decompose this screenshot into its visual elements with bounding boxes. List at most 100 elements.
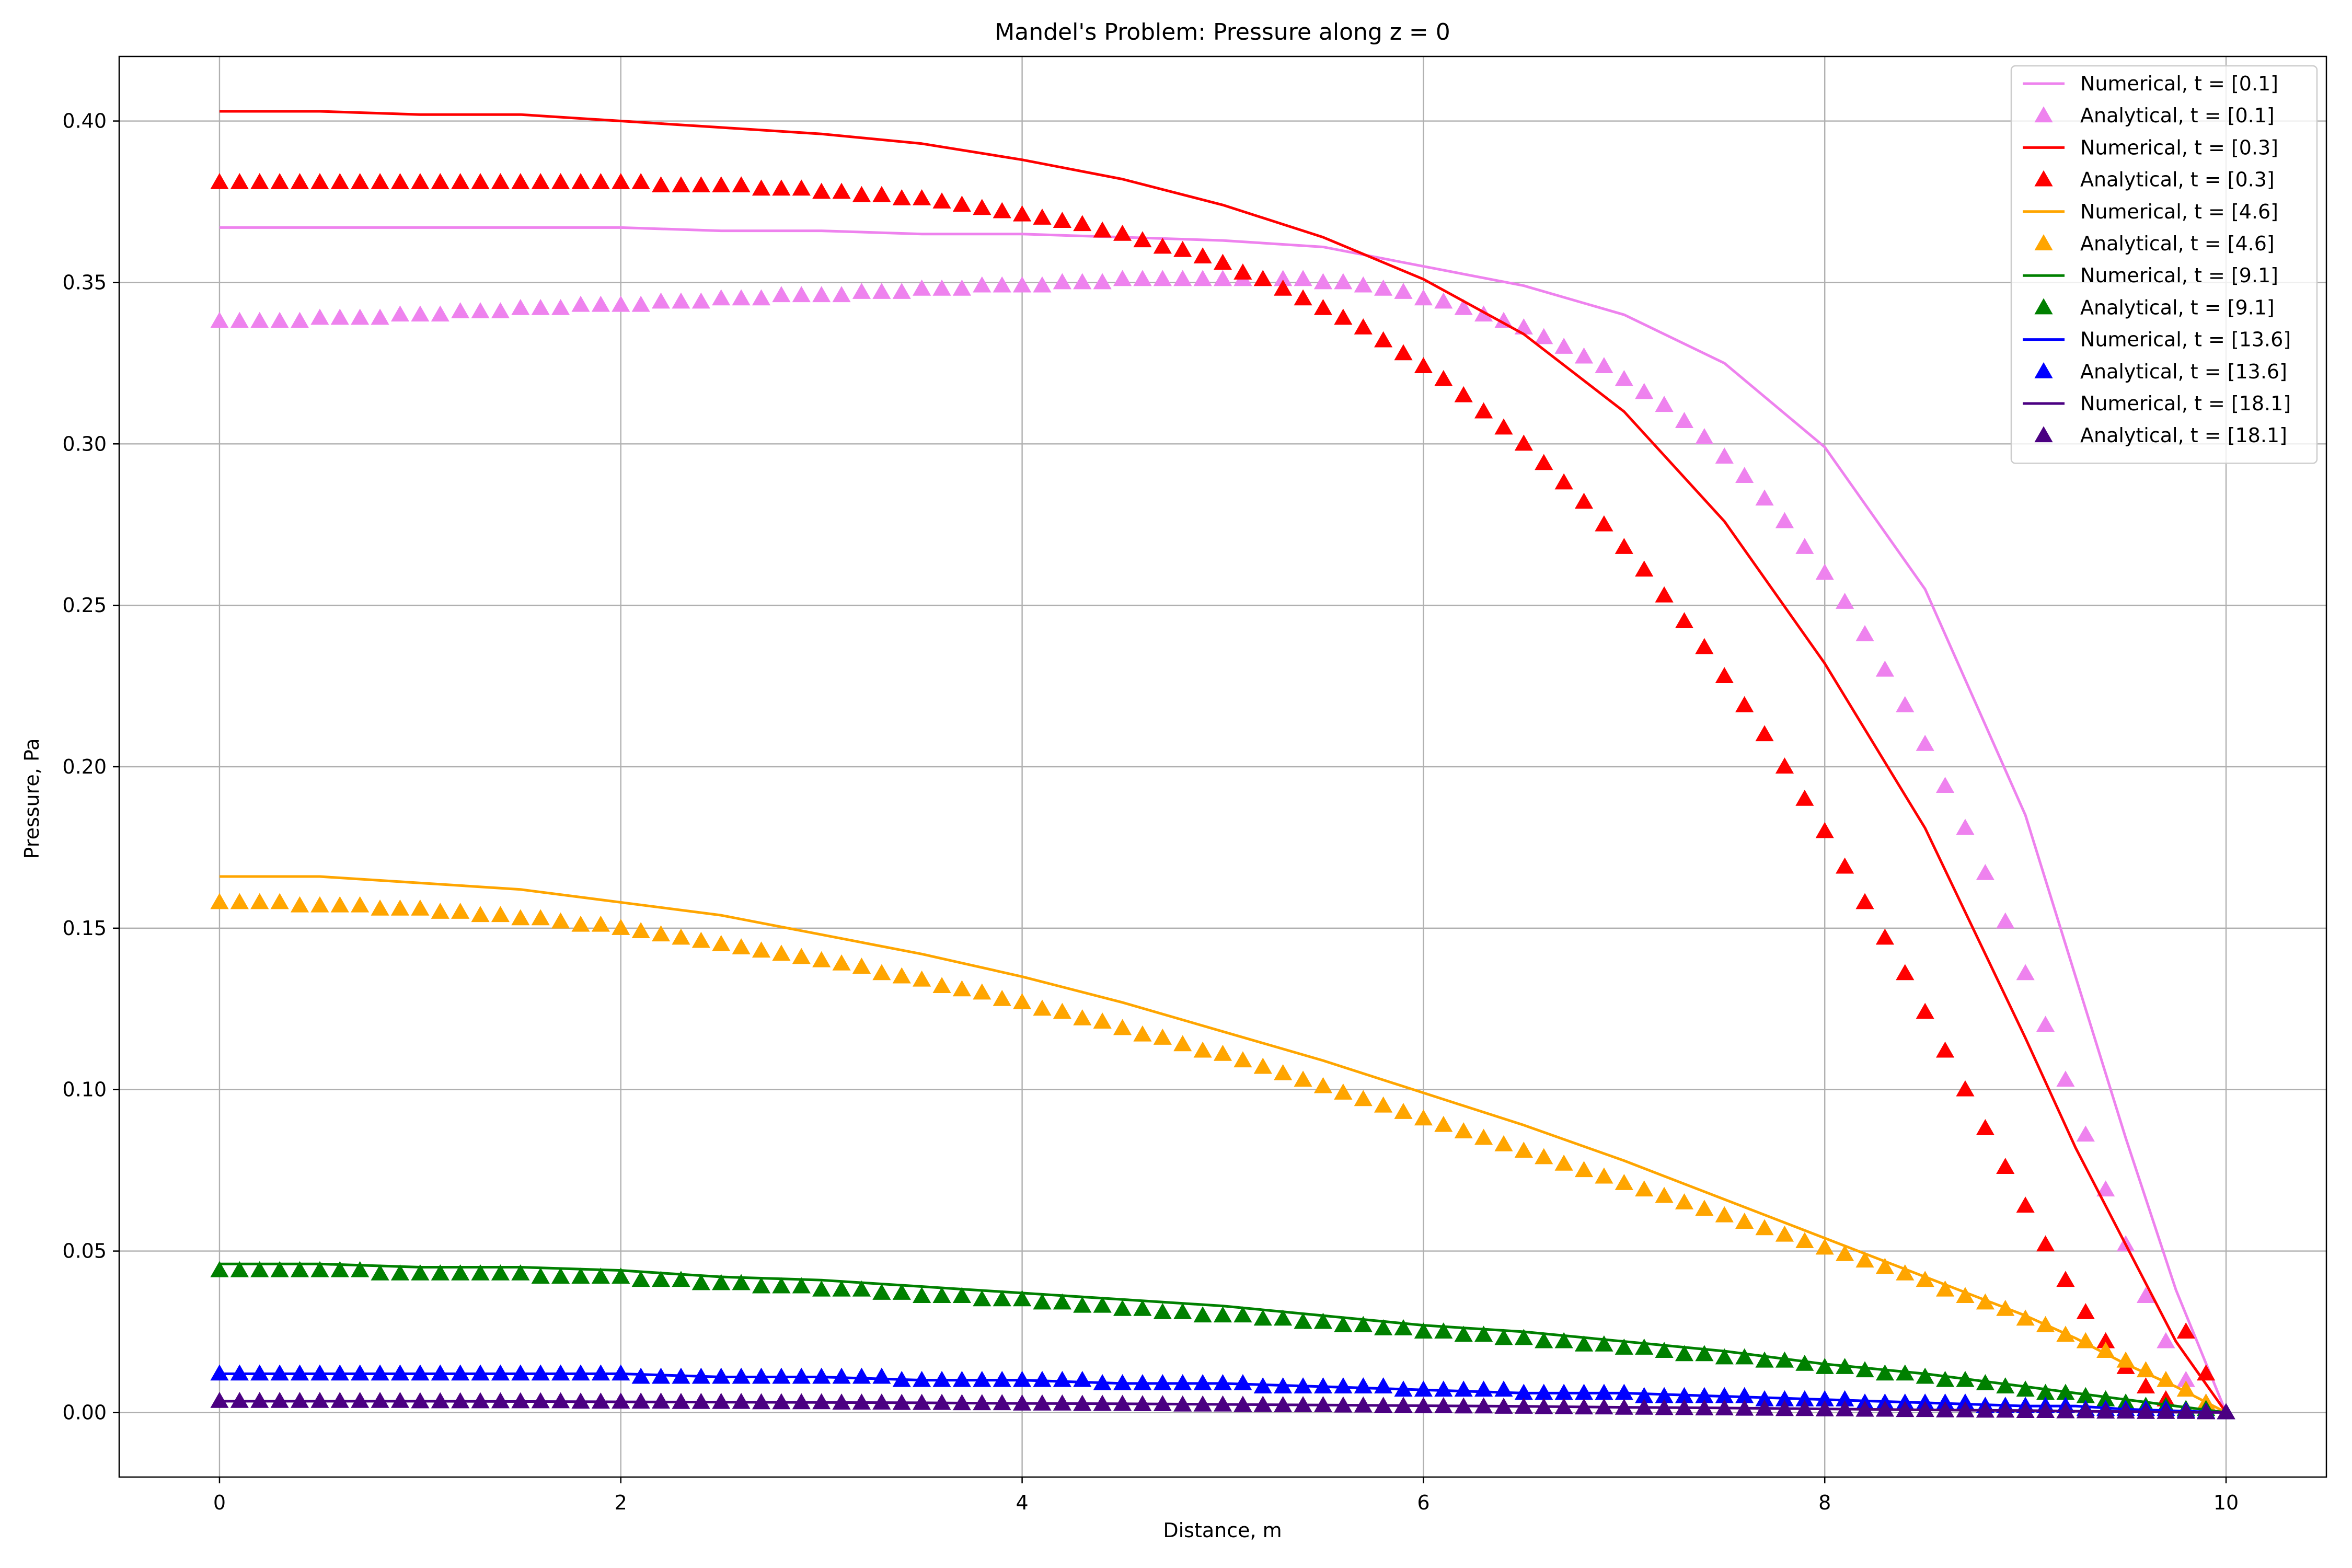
analytical-point	[1374, 1096, 1393, 1113]
analytical-point	[2116, 1351, 2135, 1368]
analytical-point	[1795, 789, 1814, 806]
analytical-point	[471, 1264, 490, 1281]
analytical-point	[330, 1391, 349, 1408]
analytical-point	[812, 951, 831, 967]
analytical-point	[1173, 1395, 1192, 1412]
analytical-point	[1976, 1293, 1994, 1310]
analytical-point	[1695, 1200, 1714, 1216]
analytical-point	[1595, 1167, 1613, 1184]
analytical-point	[1815, 1238, 1834, 1255]
analytical-point	[471, 302, 490, 318]
analytical-point	[1595, 357, 1613, 373]
analytical-point	[651, 1392, 671, 1409]
analytical-point	[1815, 1400, 1834, 1416]
analytical-point	[371, 1391, 389, 1408]
analytical-point	[2036, 1402, 2055, 1418]
analytical-point	[1294, 270, 1312, 286]
analytical-point	[551, 298, 570, 315]
analytical-point	[250, 1391, 269, 1408]
analytical-point	[1675, 1387, 1694, 1403]
analytical-point	[1354, 318, 1373, 335]
analytical-point	[390, 1364, 410, 1381]
analytical-point	[1514, 1329, 1533, 1345]
analytical-point	[932, 977, 951, 994]
analytical-point	[1394, 344, 1413, 361]
analytical-point	[571, 1267, 590, 1284]
analytical-point	[2157, 1332, 2175, 1348]
analytical-point	[812, 286, 831, 303]
analytical-point	[973, 276, 991, 293]
analytical-point	[712, 1274, 731, 1290]
analytical-point	[1735, 1348, 1754, 1365]
analytical-point	[1675, 1193, 1694, 1209]
analytical-point	[631, 295, 650, 312]
analytical-point	[330, 896, 349, 913]
analytical-point	[1033, 209, 1052, 225]
series-1	[210, 110, 2235, 1420]
analytical-point	[772, 1277, 791, 1294]
analytical-point	[1595, 1398, 1613, 1415]
analytical-point	[2076, 1387, 2095, 1403]
analytical-point	[310, 1261, 329, 1277]
analytical-point	[551, 1364, 570, 1381]
analytical-point	[1093, 273, 1112, 290]
analytical-point	[1635, 1398, 1654, 1415]
analytical-point	[772, 286, 791, 303]
analytical-point	[551, 912, 570, 929]
legend-label: Numerical, t = [13.6]	[2080, 328, 2291, 351]
analytical-point	[1153, 270, 1172, 286]
analytical-point	[2176, 1322, 2195, 1339]
analytical-point	[1213, 253, 1232, 270]
analytical-point	[932, 1287, 951, 1304]
analytical-point	[1735, 1387, 1754, 1403]
analytical-point	[631, 922, 650, 939]
analytical-point	[1916, 734, 1934, 751]
analytical-point	[993, 202, 1011, 218]
analytical-point	[832, 1367, 851, 1384]
analytical-point	[2217, 1403, 2235, 1420]
analytical-point	[1334, 273, 1353, 290]
analytical-point	[852, 958, 871, 974]
numerical-line	[219, 226, 2228, 1413]
analytical-point	[310, 1364, 329, 1381]
analytical-point	[1454, 1122, 1473, 1138]
analytical-point	[1173, 1035, 1192, 1052]
analytical-point	[892, 283, 911, 299]
analytical-point	[1494, 312, 1513, 328]
analytical-point	[1655, 1387, 1674, 1403]
analytical-point	[952, 279, 972, 296]
analytical-point	[1535, 1332, 1553, 1348]
analytical-point	[210, 173, 229, 189]
analytical-point	[1394, 1319, 1413, 1335]
analytical-point	[892, 189, 911, 205]
analytical-point	[832, 1393, 851, 1410]
analytical-point	[1354, 1396, 1373, 1413]
analytical-point	[290, 1261, 309, 1277]
analytical-point	[792, 179, 811, 196]
analytical-point	[1535, 1148, 1553, 1165]
analytical-point	[691, 292, 710, 309]
analytical-point	[1916, 1002, 1934, 1019]
analytical-point	[471, 1392, 490, 1409]
analytical-point	[973, 1370, 991, 1387]
analytical-point	[431, 1364, 449, 1381]
analytical-point	[371, 1264, 389, 1281]
analytical-point	[1274, 270, 1293, 286]
analytical-point	[2136, 1402, 2155, 1419]
analytical-point	[852, 186, 871, 202]
analytical-point	[913, 189, 931, 205]
analytical-point	[1133, 231, 1152, 248]
analytical-point	[752, 179, 771, 196]
analytical-point	[1414, 1322, 1433, 1339]
analytical-point	[812, 1393, 831, 1410]
analytical-point	[270, 1391, 289, 1408]
analytical-point	[2136, 1377, 2155, 1393]
analytical-point	[1153, 1374, 1172, 1390]
analytical-point	[952, 1370, 972, 1387]
analytical-point	[752, 1367, 771, 1384]
analytical-point	[1695, 428, 1714, 444]
analytical-point	[210, 1391, 229, 1408]
analytical-point	[1735, 696, 1754, 712]
analytical-point	[1374, 1397, 1393, 1413]
